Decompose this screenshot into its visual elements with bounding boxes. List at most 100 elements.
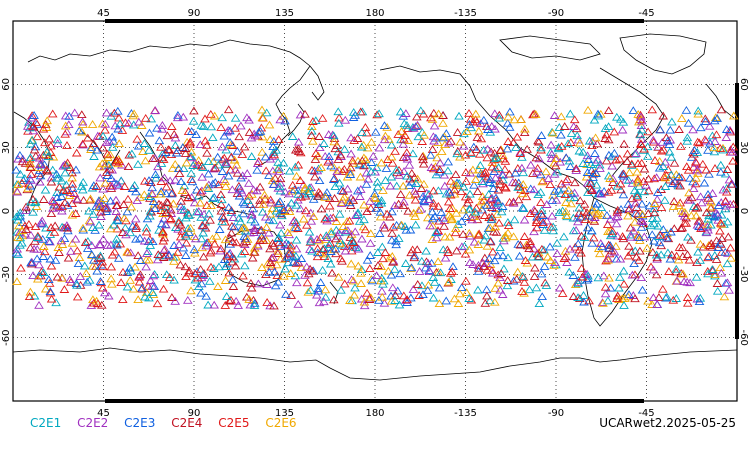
station-marker [203, 157, 214, 166]
station-marker [273, 135, 284, 144]
station-marker [618, 169, 629, 178]
station-marker [627, 270, 638, 279]
station-marker [88, 295, 98, 304]
station-marker [431, 233, 442, 242]
station-marker [607, 229, 617, 238]
station-marker [308, 117, 318, 125]
station-marker [106, 262, 117, 271]
station-marker [255, 126, 266, 135]
station-marker [75, 272, 86, 280]
station-marker [382, 122, 392, 131]
station-marker [78, 225, 89, 234]
station-marker [193, 156, 204, 164]
station-marker [262, 259, 273, 268]
station-marker [115, 239, 126, 248]
station-marker [603, 135, 614, 144]
station-marker [489, 297, 500, 306]
station-marker [480, 298, 491, 307]
station-marker [102, 149, 113, 158]
station-marker [441, 296, 452, 305]
station-marker [180, 149, 191, 157]
station-marker [624, 290, 634, 298]
station-marker [157, 121, 168, 129]
station-marker [696, 198, 707, 207]
station-marker [85, 217, 96, 226]
station-marker [195, 198, 206, 207]
station-marker [461, 168, 471, 176]
station-marker [263, 228, 274, 237]
station-marker [171, 148, 182, 157]
station-marker [127, 221, 138, 230]
station-marker [230, 261, 241, 270]
station-marker [275, 115, 286, 124]
station-marker [464, 294, 474, 302]
station-marker [634, 233, 645, 242]
station-marker [23, 183, 33, 192]
station-marker [324, 201, 335, 210]
station-marker [163, 198, 173, 207]
station-marker [513, 182, 523, 191]
coast-greenland [619, 33, 707, 75]
station-marker [533, 137, 544, 146]
station-marker [78, 195, 89, 204]
station-marker [489, 256, 500, 265]
station-marker [319, 139, 329, 147]
station-marker [473, 285, 483, 294]
station-marker [461, 276, 471, 285]
station-marker [304, 227, 315, 236]
station-marker [561, 153, 571, 162]
station-marker [265, 135, 276, 143]
station-marker [643, 209, 654, 218]
station-marker [374, 295, 384, 304]
station-marker [184, 211, 194, 219]
station-marker [688, 184, 699, 193]
station-marker [330, 234, 341, 243]
station-marker [479, 211, 490, 219]
station-marker [170, 159, 181, 168]
station-marker [552, 238, 562, 247]
station-marker [407, 245, 418, 254]
station-marker [493, 185, 504, 194]
station-marker [337, 240, 348, 249]
station-marker [228, 282, 239, 290]
station-marker [208, 157, 219, 166]
station-marker [711, 236, 722, 245]
lat-tick-label-right: 30 [738, 141, 749, 154]
station-marker [314, 132, 325, 140]
station-marker [502, 144, 513, 153]
station-marker [53, 243, 64, 251]
station-marker [624, 241, 634, 250]
station-marker [293, 189, 304, 198]
station-marker [216, 244, 226, 253]
station-marker [529, 272, 540, 280]
station-marker [513, 195, 524, 204]
station-marker [530, 110, 541, 118]
station-marker [201, 238, 212, 247]
station-marker [24, 123, 35, 132]
station-marker [668, 202, 679, 210]
station-marker [458, 205, 468, 214]
station-marker [116, 278, 126, 287]
station-marker [329, 137, 340, 146]
station-marker [350, 283, 360, 292]
station-marker [677, 206, 687, 215]
station-marker [623, 175, 634, 184]
station-marker [530, 263, 540, 272]
station-marker [474, 149, 485, 158]
station-marker [230, 113, 241, 122]
station-marker [715, 167, 726, 176]
station-marker [401, 148, 412, 157]
station-marker [584, 211, 594, 220]
station-marker [609, 148, 620, 157]
station-marker [490, 124, 500, 133]
station-marker [609, 247, 620, 256]
station-marker [427, 214, 438, 223]
station-marker [669, 224, 680, 233]
station-marker [307, 126, 317, 135]
station-marker [410, 195, 421, 204]
station-marker [449, 185, 460, 194]
station-marker [458, 229, 468, 238]
station-marker [194, 282, 204, 290]
station-marker [710, 270, 720, 278]
station-marker [156, 187, 167, 196]
